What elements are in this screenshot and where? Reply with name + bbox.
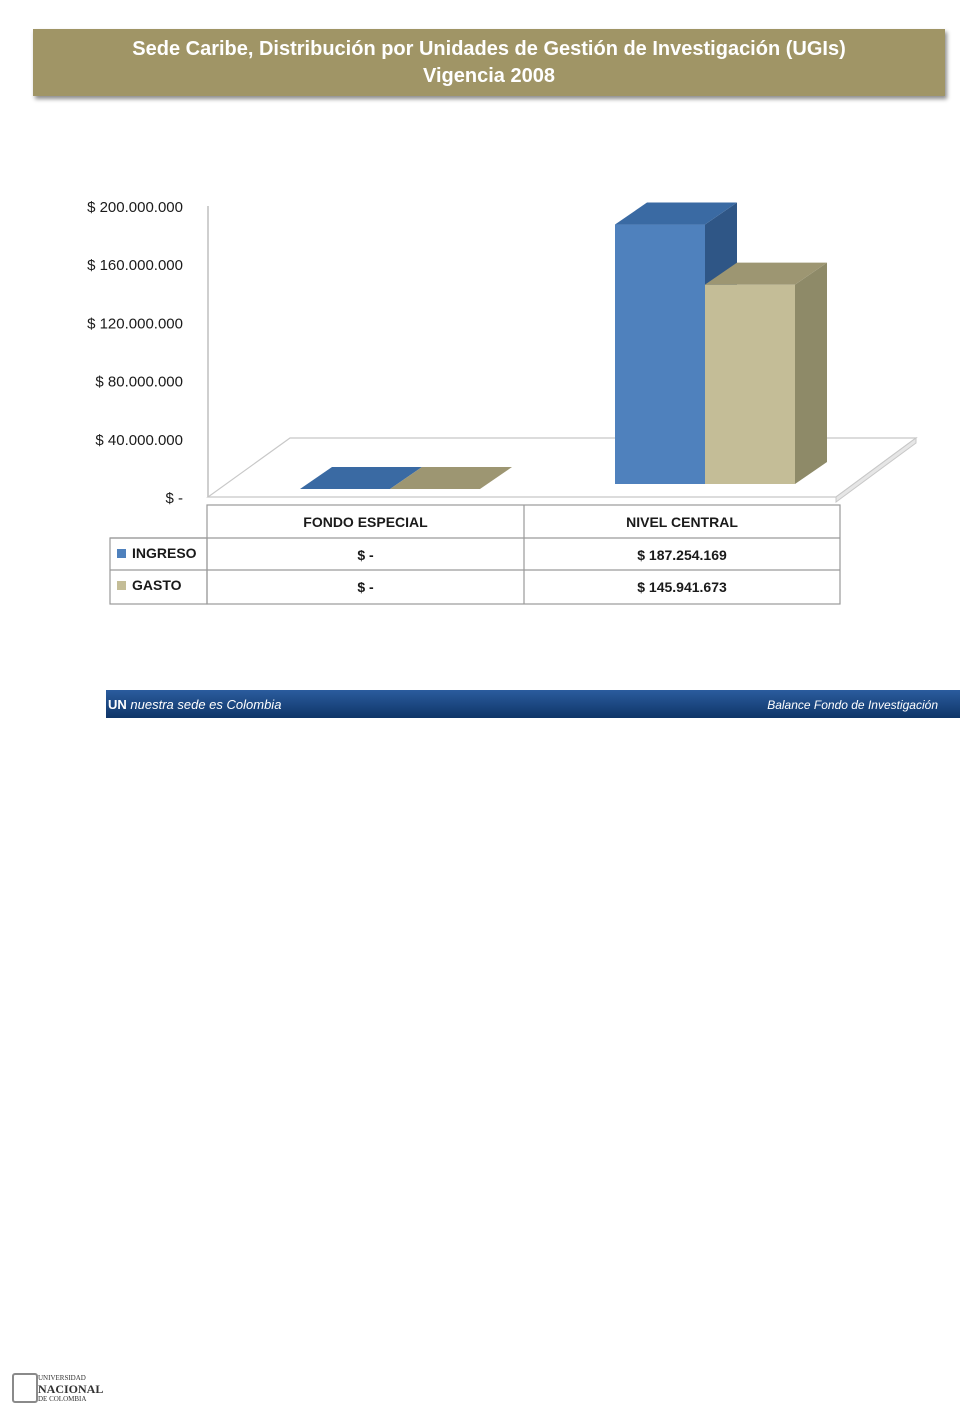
- x-tick-label: FONDO ESPECIAL: [303, 514, 428, 530]
- legend-swatch-ingreso: [117, 549, 126, 558]
- university-logo: UNIVERSIDAD NACIONAL DE COLOMBIA: [4, 685, 104, 1403]
- data-label: $ 187.254.169: [637, 547, 727, 563]
- y-tick-label: $ 40.000.000: [95, 432, 183, 449]
- chart-floor-edge: [835, 437, 917, 503]
- x-tick-label: NIVEL CENTRAL: [626, 514, 738, 530]
- y-tick-label: $ 80.000.000: [95, 374, 183, 391]
- legend-label-ingreso: INGRESO: [132, 545, 197, 561]
- y-tick-label: $ 120.000.000: [87, 315, 183, 332]
- footer-section-title: Balance Fondo de Investigación: [767, 698, 938, 712]
- bar-ingreso-top: [615, 202, 737, 225]
- chart-title: Sede Caribe, Distribución por Unidades d…: [132, 37, 846, 60]
- chart-title-banner: Sede Caribe, Distribución por Unidades d…: [33, 29, 945, 96]
- y-tick-label: $ -: [165, 490, 183, 507]
- seal-icon: [12, 1373, 38, 1403]
- bar-gasto-front: [705, 284, 795, 484]
- bar-gasto-side: [795, 262, 827, 484]
- bar-gasto-flat: [390, 467, 512, 489]
- y-tick-label: $ 200.000.000: [87, 199, 183, 216]
- footer-un: UN: [108, 697, 127, 712]
- data-label: $ -: [357, 547, 374, 563]
- footer-bar: [106, 690, 960, 718]
- bar-ingreso-flat: [300, 467, 422, 489]
- bar-ingreso-front: [615, 224, 705, 485]
- data-label: $ 145.941.673: [637, 579, 727, 595]
- bar-gasto-top: [705, 262, 827, 285]
- legend-swatch-gasto: [117, 581, 126, 590]
- chart-subtitle: Vigencia 2008: [423, 64, 555, 87]
- logo-text: UNIVERSIDAD NACIONAL DE COLOMBIA: [38, 1374, 104, 1403]
- bar-chart: $ - $ 40.000.000 $ 80.000.000 $ 120.000.000…: [87, 199, 918, 605]
- footer-slogan-text: nuestra sede es Colombia: [126, 697, 282, 712]
- data-label: $ -: [357, 579, 374, 595]
- footer-slogan: UN nuestra sede es Colombia: [108, 697, 281, 712]
- y-tick-label: $ 160.000.000: [87, 257, 183, 274]
- legend-label-gasto: GASTO: [132, 577, 182, 593]
